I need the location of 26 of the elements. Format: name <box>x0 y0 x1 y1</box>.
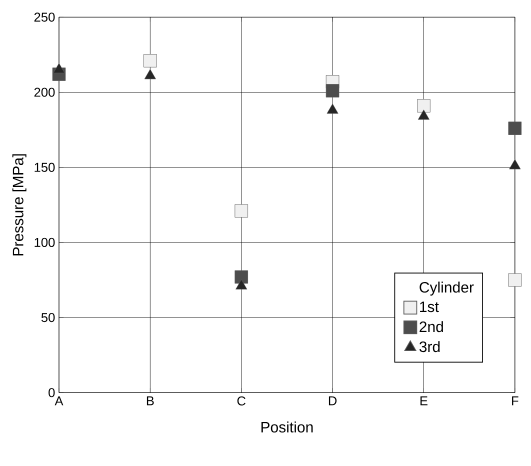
point <box>234 204 248 218</box>
x-tick-label: A <box>54 396 64 406</box>
point <box>326 84 340 98</box>
point <box>508 274 522 287</box>
y-tick-label: 0 <box>48 388 55 398</box>
x-axis-title: Position <box>261 422 313 433</box>
x-tick-label: C <box>237 396 246 406</box>
legend-title: Cylinder <box>420 282 474 296</box>
point <box>144 54 157 68</box>
y-tick-label: 100 <box>34 238 55 248</box>
point <box>508 122 522 136</box>
x-tick-label: B <box>146 396 154 406</box>
y-tick-label: 50 <box>41 313 55 322</box>
x-tick-label: E <box>420 396 428 406</box>
y-tick-label: 150 <box>34 163 55 172</box>
y-tick-label: 250 <box>34 12 55 22</box>
legend-label: 3rd <box>419 341 440 352</box>
x-tick-label: D <box>328 396 337 406</box>
y-axis-title: Pressure [MPa] <box>12 154 26 256</box>
point <box>234 270 248 284</box>
x-tick-label: F <box>512 396 518 406</box>
point <box>236 280 248 290</box>
legend-label: 1st <box>420 302 439 312</box>
point <box>417 99 430 113</box>
legend-label: 2nd <box>420 321 443 332</box>
y-tick-label: 200 <box>34 88 55 98</box>
